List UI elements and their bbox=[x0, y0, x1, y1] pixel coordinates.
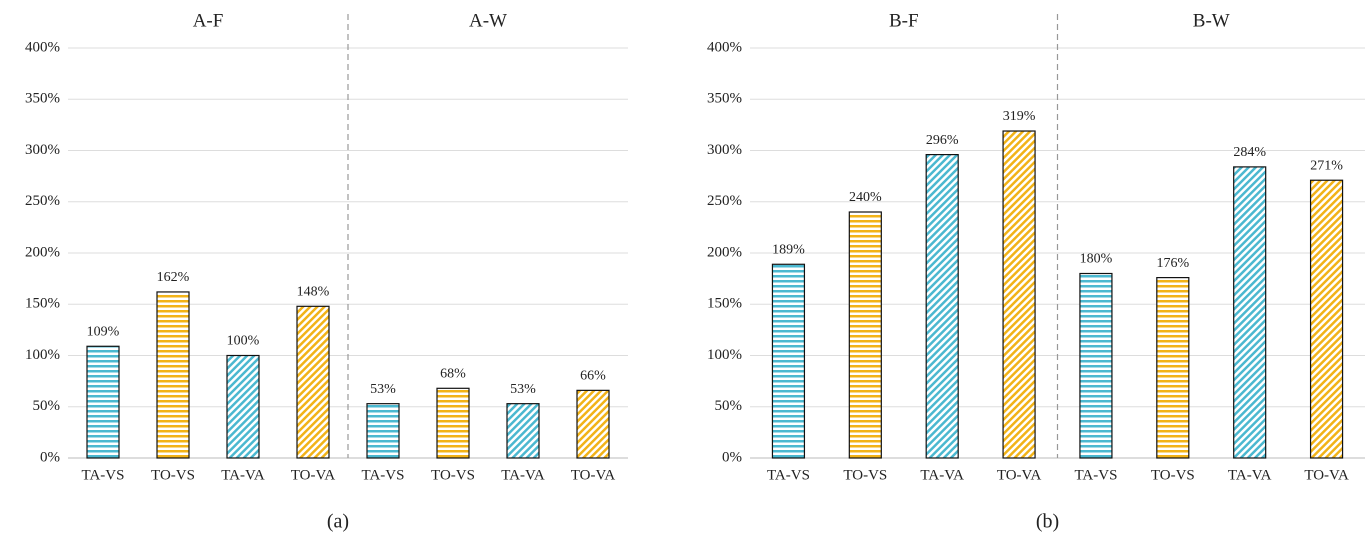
x-tick-label: TA-VS bbox=[767, 467, 810, 483]
bar bbox=[436, 387, 470, 459]
x-tick-label: TA-VA bbox=[501, 467, 545, 483]
y-tick-label: 100% bbox=[25, 347, 60, 363]
group-title: B-F bbox=[889, 10, 919, 31]
group-title: B-W bbox=[1193, 10, 1230, 31]
bar bbox=[296, 305, 330, 459]
data-label: 148% bbox=[297, 285, 330, 300]
data-label: 176% bbox=[1156, 256, 1189, 271]
data-label: 66% bbox=[580, 369, 606, 384]
y-tick-label: 50% bbox=[715, 398, 743, 414]
y-tick-label: 200% bbox=[25, 244, 60, 260]
data-label: 162% bbox=[157, 270, 190, 285]
y-tick-label: 300% bbox=[25, 142, 60, 158]
data-label: 68% bbox=[440, 367, 466, 382]
bar bbox=[925, 154, 959, 459]
x-tick-label: TA-VA bbox=[221, 467, 265, 483]
x-tick-label: TA-VA bbox=[1228, 467, 1272, 483]
x-tick-label: TO-VA bbox=[571, 467, 616, 483]
group-title: A-F bbox=[193, 10, 224, 31]
x-tick-label: TA-VA bbox=[920, 467, 964, 483]
data-label: 240% bbox=[849, 190, 882, 205]
bar bbox=[1233, 166, 1267, 459]
x-tick-label: TO-VS bbox=[843, 467, 887, 483]
x-tick-label: TO-VA bbox=[291, 467, 336, 483]
y-tick-label: 300% bbox=[707, 142, 742, 158]
y-tick-label: 100% bbox=[707, 347, 742, 363]
x-tick-label: TA-VS bbox=[362, 467, 405, 483]
caption: (a) bbox=[327, 511, 349, 533]
data-label: 189% bbox=[772, 242, 805, 257]
x-tick-label: TO-VS bbox=[1151, 467, 1195, 483]
bar bbox=[1309, 179, 1344, 459]
y-tick-label: 350% bbox=[25, 91, 60, 107]
y-tick-label: 150% bbox=[707, 296, 742, 312]
bar bbox=[1079, 272, 1113, 459]
data-label: 53% bbox=[370, 382, 396, 397]
bar bbox=[1002, 130, 1036, 459]
data-label: 53% bbox=[510, 382, 536, 397]
y-tick-label: 200% bbox=[707, 244, 742, 260]
x-tick-label: TA-VS bbox=[1074, 467, 1117, 483]
data-label: 100% bbox=[227, 334, 260, 349]
bar bbox=[1156, 277, 1190, 459]
y-tick-label: 400% bbox=[25, 39, 60, 55]
x-tick-label: TO-VA bbox=[1304, 467, 1349, 483]
x-tick-label: TO-VS bbox=[431, 467, 475, 483]
data-label: 296% bbox=[926, 133, 959, 148]
data-label: 284% bbox=[1233, 145, 1266, 160]
data-label: 180% bbox=[1080, 252, 1113, 267]
x-tick-label: TO-VS bbox=[151, 467, 195, 483]
bar bbox=[366, 403, 400, 459]
y-tick-label: 0% bbox=[40, 449, 60, 465]
bar bbox=[848, 211, 882, 459]
data-label: 271% bbox=[1310, 158, 1343, 173]
x-tick-label: TO-VA bbox=[997, 467, 1042, 483]
bar bbox=[226, 354, 260, 459]
y-tick-label: 250% bbox=[25, 193, 60, 209]
bar bbox=[576, 389, 610, 459]
bar bbox=[86, 345, 120, 459]
bar bbox=[771, 263, 806, 459]
bar bbox=[506, 403, 540, 459]
y-tick-label: 150% bbox=[25, 296, 60, 312]
y-tick-label: 50% bbox=[33, 398, 61, 414]
data-label: 109% bbox=[87, 324, 120, 339]
y-tick-label: 250% bbox=[707, 193, 742, 209]
group-title: A-W bbox=[469, 10, 507, 31]
x-tick-label: TA-VS bbox=[82, 467, 125, 483]
y-tick-label: 350% bbox=[707, 91, 742, 107]
y-tick-label: 0% bbox=[722, 449, 742, 465]
caption: (b) bbox=[1036, 511, 1059, 533]
data-label: 319% bbox=[1003, 109, 1036, 124]
y-tick-label: 400% bbox=[707, 39, 742, 55]
bar bbox=[156, 291, 190, 459]
